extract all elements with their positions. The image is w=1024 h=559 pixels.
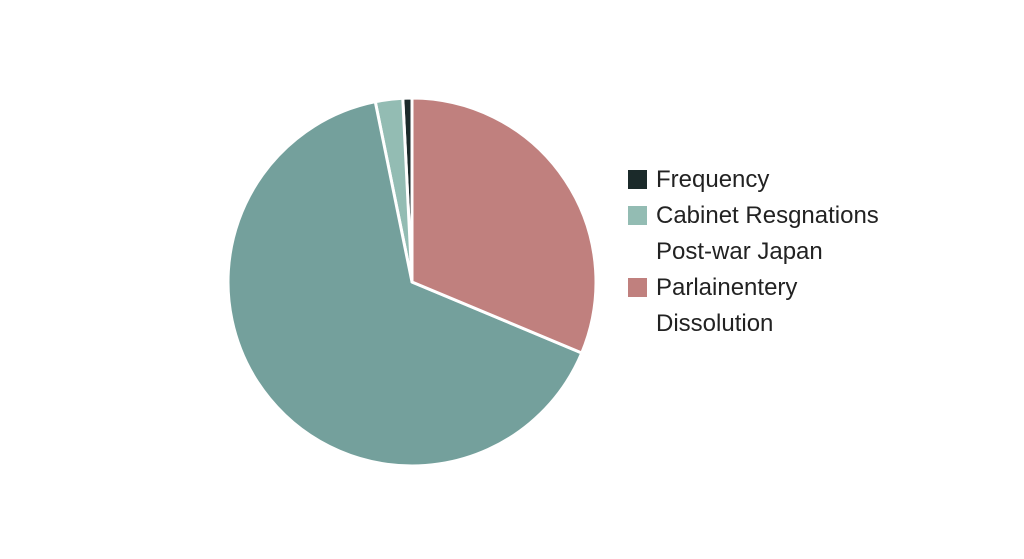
pie-slice [410, 96, 598, 355]
legend-swatch [628, 206, 647, 225]
legend-item: Cabinet Resgnations Post-war Japan [628, 198, 921, 270]
legend-item: Parlainentery Dissolution [628, 270, 921, 342]
legend-label: Cabinet Resgnations Post-war Japan [656, 202, 879, 265]
legend-label: Parlainentery Dissolution [656, 274, 798, 337]
legend: Frequency Cabinet Resgnations Post-war Ja… [628, 162, 921, 342]
legend-swatch [628, 278, 647, 297]
legend-swatch [628, 170, 647, 189]
pie-slice [226, 100, 584, 468]
legend-label: Frequency [656, 166, 770, 193]
legend-item: Frequency [628, 162, 921, 198]
